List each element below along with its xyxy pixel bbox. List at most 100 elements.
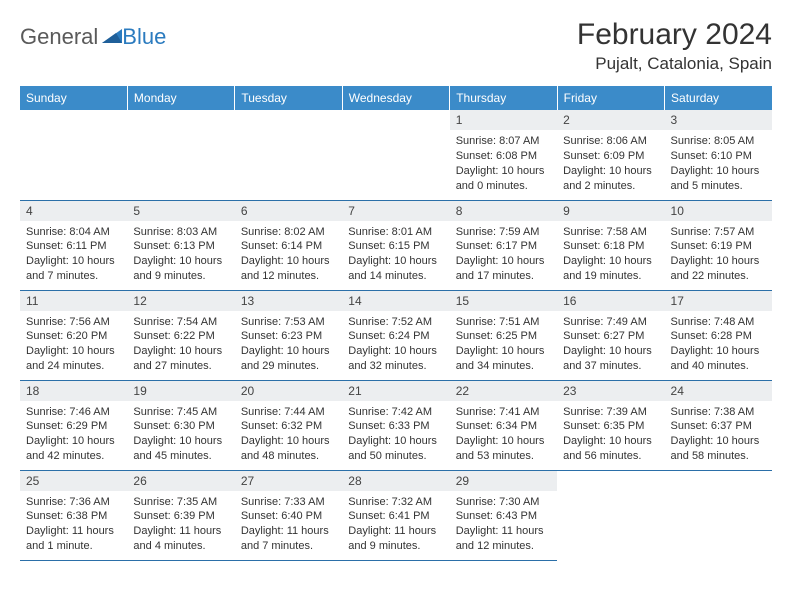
day-number: 29: [450, 471, 557, 491]
day-number: 18: [20, 381, 127, 401]
calendar-table: SundayMondayTuesdayWednesdayThursdayFrid…: [20, 86, 772, 561]
day-header-tuesday: Tuesday: [235, 86, 342, 110]
day-number: 10: [665, 201, 772, 221]
day-number: 26: [127, 471, 234, 491]
day-details: Sunrise: 8:06 AMSunset: 6:09 PMDaylight:…: [557, 132, 664, 197]
day-number: 15: [450, 291, 557, 311]
calendar-cell: 10Sunrise: 7:57 AMSunset: 6:19 PMDayligh…: [665, 200, 772, 290]
calendar-cell: 1Sunrise: 8:07 AMSunset: 6:08 PMDaylight…: [450, 110, 557, 200]
calendar-cell: 16Sunrise: 7:49 AMSunset: 6:27 PMDayligh…: [557, 290, 664, 380]
day-number: 21: [342, 381, 449, 401]
day-details: Sunrise: 7:39 AMSunset: 6:35 PMDaylight:…: [557, 403, 664, 468]
day-number: 28: [342, 471, 449, 491]
logo-triangle-icon: [102, 27, 124, 48]
day-details: Sunrise: 8:07 AMSunset: 6:08 PMDaylight:…: [450, 132, 557, 197]
calendar-cell: [557, 470, 664, 560]
day-number: 5: [127, 201, 234, 221]
day-number: 3: [665, 110, 772, 130]
day-details: Sunrise: 7:42 AMSunset: 6:33 PMDaylight:…: [342, 403, 449, 468]
day-details: Sunrise: 7:38 AMSunset: 6:37 PMDaylight:…: [665, 403, 772, 468]
calendar-cell: 7Sunrise: 8:01 AMSunset: 6:15 PMDaylight…: [342, 200, 449, 290]
day-details: Sunrise: 7:30 AMSunset: 6:43 PMDaylight:…: [450, 493, 557, 558]
day-details: Sunrise: 7:54 AMSunset: 6:22 PMDaylight:…: [127, 313, 234, 378]
day-number: 1: [450, 110, 557, 130]
day-details: Sunrise: 7:52 AMSunset: 6:24 PMDaylight:…: [342, 313, 449, 378]
calendar-cell: 21Sunrise: 7:42 AMSunset: 6:33 PMDayligh…: [342, 380, 449, 470]
day-header-thursday: Thursday: [450, 86, 557, 110]
day-number: 20: [235, 381, 342, 401]
day-number: 7: [342, 201, 449, 221]
day-details: Sunrise: 7:59 AMSunset: 6:17 PMDaylight:…: [450, 223, 557, 288]
day-details: Sunrise: 8:05 AMSunset: 6:10 PMDaylight:…: [665, 132, 772, 197]
day-number: 19: [127, 381, 234, 401]
day-number: 12: [127, 291, 234, 311]
calendar-cell: 24Sunrise: 7:38 AMSunset: 6:37 PMDayligh…: [665, 380, 772, 470]
calendar-cell: 12Sunrise: 7:54 AMSunset: 6:22 PMDayligh…: [127, 290, 234, 380]
day-details: Sunrise: 8:01 AMSunset: 6:15 PMDaylight:…: [342, 223, 449, 288]
day-details: Sunrise: 7:46 AMSunset: 6:29 PMDaylight:…: [20, 403, 127, 468]
day-header-sunday: Sunday: [20, 86, 127, 110]
month-title: February 2024: [577, 18, 772, 52]
calendar-cell: 25Sunrise: 7:36 AMSunset: 6:38 PMDayligh…: [20, 470, 127, 560]
calendar-cell: 6Sunrise: 8:02 AMSunset: 6:14 PMDaylight…: [235, 200, 342, 290]
calendar-cell: .: [20, 110, 127, 200]
day-number: 9: [557, 201, 664, 221]
day-header-row: SundayMondayTuesdayWednesdayThursdayFrid…: [20, 86, 772, 110]
day-number: 24: [665, 381, 772, 401]
day-header-monday: Monday: [127, 86, 234, 110]
day-number: 2: [557, 110, 664, 130]
day-details: Sunrise: 7:41 AMSunset: 6:34 PMDaylight:…: [450, 403, 557, 468]
calendar-week-row: ....1Sunrise: 8:07 AMSunset: 6:08 PMDayl…: [20, 110, 772, 200]
calendar-week-row: 18Sunrise: 7:46 AMSunset: 6:29 PMDayligh…: [20, 380, 772, 470]
calendar-cell: .: [342, 110, 449, 200]
logo-text-general: General: [20, 24, 98, 50]
day-details: Sunrise: 7:44 AMSunset: 6:32 PMDaylight:…: [235, 403, 342, 468]
day-number: 22: [450, 381, 557, 401]
calendar-cell: 3Sunrise: 8:05 AMSunset: 6:10 PMDaylight…: [665, 110, 772, 200]
calendar-body: ....1Sunrise: 8:07 AMSunset: 6:08 PMDayl…: [20, 110, 772, 560]
day-header-friday: Friday: [557, 86, 664, 110]
day-number: 16: [557, 291, 664, 311]
day-number: 14: [342, 291, 449, 311]
calendar-cell: 2Sunrise: 8:06 AMSunset: 6:09 PMDaylight…: [557, 110, 664, 200]
logo-text-blue: Blue: [122, 24, 166, 50]
calendar-cell: 15Sunrise: 7:51 AMSunset: 6:25 PMDayligh…: [450, 290, 557, 380]
day-details: Sunrise: 7:49 AMSunset: 6:27 PMDaylight:…: [557, 313, 664, 378]
day-number: 4: [20, 201, 127, 221]
title-block: February 2024 Pujalt, Catalonia, Spain: [577, 18, 772, 74]
calendar-cell: 22Sunrise: 7:41 AMSunset: 6:34 PMDayligh…: [450, 380, 557, 470]
day-number: 17: [665, 291, 772, 311]
day-number: 25: [20, 471, 127, 491]
day-details: Sunrise: 7:35 AMSunset: 6:39 PMDaylight:…: [127, 493, 234, 558]
day-details: Sunrise: 7:32 AMSunset: 6:41 PMDaylight:…: [342, 493, 449, 558]
day-details: Sunrise: 7:51 AMSunset: 6:25 PMDaylight:…: [450, 313, 557, 378]
day-header-saturday: Saturday: [665, 86, 772, 110]
calendar-cell: 17Sunrise: 7:48 AMSunset: 6:28 PMDayligh…: [665, 290, 772, 380]
day-details: Sunrise: 7:58 AMSunset: 6:18 PMDaylight:…: [557, 223, 664, 288]
day-header-wednesday: Wednesday: [342, 86, 449, 110]
calendar-cell: 23Sunrise: 7:39 AMSunset: 6:35 PMDayligh…: [557, 380, 664, 470]
calendar-cell: 4Sunrise: 8:04 AMSunset: 6:11 PMDaylight…: [20, 200, 127, 290]
day-details: Sunrise: 7:33 AMSunset: 6:40 PMDaylight:…: [235, 493, 342, 558]
calendar-cell: 29Sunrise: 7:30 AMSunset: 6:43 PMDayligh…: [450, 470, 557, 560]
calendar-cell: [665, 470, 772, 560]
calendar-cell: 20Sunrise: 7:44 AMSunset: 6:32 PMDayligh…: [235, 380, 342, 470]
day-details: Sunrise: 7:53 AMSunset: 6:23 PMDaylight:…: [235, 313, 342, 378]
calendar-cell: 5Sunrise: 8:03 AMSunset: 6:13 PMDaylight…: [127, 200, 234, 290]
logo: General Blue: [20, 18, 172, 50]
day-number: 27: [235, 471, 342, 491]
calendar-cell: 14Sunrise: 7:52 AMSunset: 6:24 PMDayligh…: [342, 290, 449, 380]
day-details: Sunrise: 7:36 AMSunset: 6:38 PMDaylight:…: [20, 493, 127, 558]
calendar-cell: .: [127, 110, 234, 200]
calendar-cell: 27Sunrise: 7:33 AMSunset: 6:40 PMDayligh…: [235, 470, 342, 560]
day-details: Sunrise: 8:02 AMSunset: 6:14 PMDaylight:…: [235, 223, 342, 288]
day-details: Sunrise: 8:04 AMSunset: 6:11 PMDaylight:…: [20, 223, 127, 288]
calendar-week-row: 4Sunrise: 8:04 AMSunset: 6:11 PMDaylight…: [20, 200, 772, 290]
day-details: Sunrise: 8:03 AMSunset: 6:13 PMDaylight:…: [127, 223, 234, 288]
calendar-cell: 11Sunrise: 7:56 AMSunset: 6:20 PMDayligh…: [20, 290, 127, 380]
day-details: Sunrise: 7:45 AMSunset: 6:30 PMDaylight:…: [127, 403, 234, 468]
calendar-cell: 26Sunrise: 7:35 AMSunset: 6:39 PMDayligh…: [127, 470, 234, 560]
calendar-cell: 13Sunrise: 7:53 AMSunset: 6:23 PMDayligh…: [235, 290, 342, 380]
calendar-cell: 28Sunrise: 7:32 AMSunset: 6:41 PMDayligh…: [342, 470, 449, 560]
calendar-cell: 8Sunrise: 7:59 AMSunset: 6:17 PMDaylight…: [450, 200, 557, 290]
